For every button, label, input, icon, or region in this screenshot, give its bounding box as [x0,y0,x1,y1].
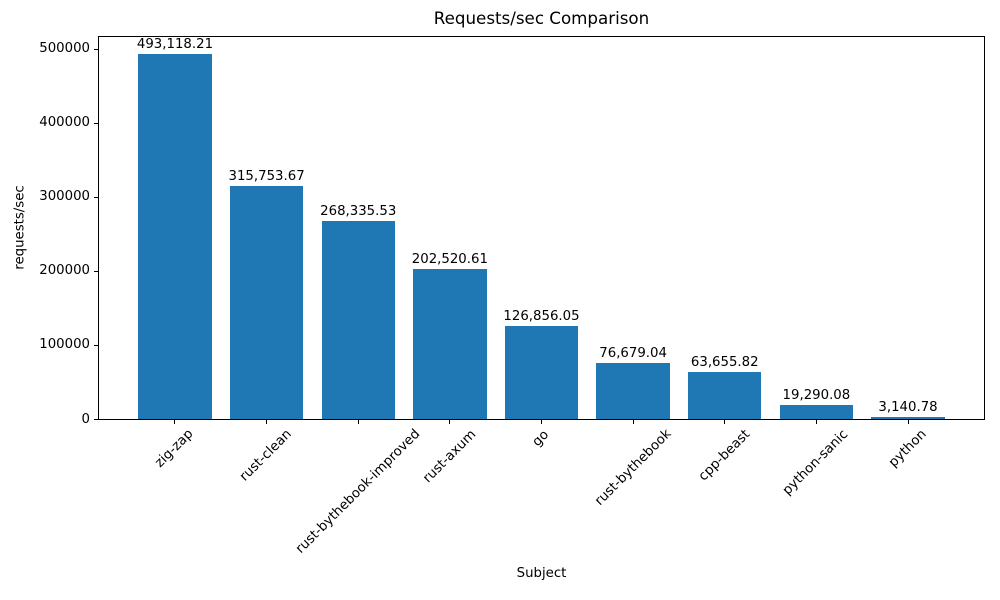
x-tick-label: rust-bythebook [591,426,675,510]
x-tick-label: cpp-beast [695,427,753,485]
bar-value-label: 63,655.82 [690,355,759,371]
x-tick-mark [815,419,817,424]
x-tick-label: go [529,427,553,450]
x-tick-mark [724,419,726,424]
bar-value-label: 268,335.53 [320,203,397,219]
y-tick-label: 200000 [39,263,90,279]
y-tick-label: 0 [81,411,90,427]
x-tick-mark [449,419,451,424]
y-tick-mark [94,270,98,272]
x-tick-mark [907,419,909,424]
bar [871,417,945,420]
bar [138,54,212,420]
bar-value-label: 315,753.67 [228,168,305,184]
y-tick-label: 400000 [39,115,90,131]
y-tick-mark [94,344,98,346]
x-tick-label: rust-axum [420,426,480,486]
bar-value-label: 202,520.61 [411,252,488,268]
y-tick-mark [94,196,98,198]
y-tick-mark [94,122,98,124]
x-tick-mark [266,419,268,424]
chart-title: Requests/sec Comparison [433,8,650,28]
x-tick-label: python-sanic [780,427,852,499]
bar [504,325,579,420]
y-tick-mark [94,419,98,420]
bar-value-label: 19,290.08 [782,388,851,404]
bar-value-label: 76,679.04 [599,345,667,361]
bar [688,372,762,420]
y-tick-label: 300000 [39,189,90,205]
x-tick-mark [174,419,176,424]
bar-value-label: 126,856.05 [503,308,580,324]
x-tick-label: python [885,427,930,471]
x-tick-label: rust-bythebook-improved [292,426,423,558]
bar [596,362,670,420]
bar [321,220,395,420]
x-tick-label: rust-clean [237,427,295,485]
x-axis-label: Subject [516,566,567,581]
x-tick-mark [541,419,542,424]
bar-value-label: 493,118.21 [136,37,214,53]
y-tick-mark [94,48,98,50]
bar [413,269,487,420]
x-tick-mark [632,419,634,424]
x-tick-mark [357,419,359,424]
x-tick-label: zig-zap [152,426,197,472]
y-tick-label: 100000 [39,337,90,353]
y-tick-label: 500000 [39,41,90,57]
bar-value-label: 3,140.78 [878,400,938,416]
bar [229,185,304,420]
bar [779,405,854,420]
